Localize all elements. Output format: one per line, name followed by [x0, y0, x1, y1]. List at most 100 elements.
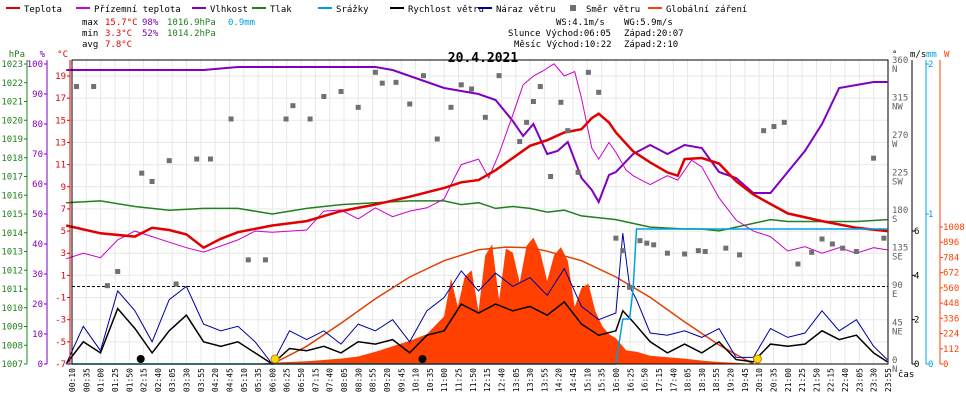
series-lines: [65, 63, 888, 365]
mm-tick-label: 1: [928, 210, 933, 220]
wind-direction-point: [620, 248, 626, 254]
x-tick-label: 20:35: [769, 368, 778, 392]
temp-axis-tick-label: 11: [55, 161, 66, 171]
x-tick-label: 06:00: [268, 368, 277, 392]
wind-direction-point: [881, 235, 887, 241]
temp-axis-tick-label: -7: [55, 360, 66, 370]
wind-direction-point: [149, 179, 155, 184]
dir-tick-dir: E: [892, 290, 897, 300]
theoretical-radiation-line: [271, 246, 754, 365]
x-tick-label: 06:25: [283, 368, 292, 392]
wind-direction-point: [104, 283, 110, 289]
wind-direction-point: [781, 119, 787, 125]
legend-label: Přízemní teplota: [94, 5, 181, 15]
wind-direction-point: [355, 104, 361, 110]
stat-row-label: avg: [82, 40, 98, 50]
legend-label: Srážky: [336, 5, 369, 15]
x-tick-label: 19:20: [727, 368, 736, 392]
x-tick-label: 09:20: [383, 368, 392, 392]
wind-direction-point: [434, 136, 440, 142]
hpa-axis-tick-label: 1018: [1, 154, 23, 164]
stat-temp: 15.7°C: [105, 18, 138, 28]
x-tick-label: 02:40: [154, 368, 163, 392]
legend-swatch: [570, 5, 576, 11]
x-tick-label: 16:50: [641, 368, 650, 392]
info-moonset: Západ:2:10: [624, 40, 678, 50]
w-tick-label: 448: [943, 299, 959, 309]
x-tick-label: 17:40: [669, 368, 678, 392]
temp-axis-tick-label: 5: [61, 227, 66, 237]
temp-axis-unit: °C: [57, 50, 68, 60]
mm-tick-label: 0: [928, 360, 933, 370]
chart-title: 20.4.2021: [448, 51, 519, 66]
wind-direction-point: [829, 241, 835, 247]
wind-direction-point: [565, 128, 571, 134]
sunset-marker: [752, 354, 762, 364]
pct-axis-tick-label: 20: [32, 300, 43, 310]
x-tick-label: 10:10: [412, 368, 421, 392]
wind-direction-point: [644, 240, 650, 246]
wind-direction-point: [469, 86, 475, 92]
hpa-axis-tick-label: 1017: [1, 173, 23, 183]
plot-frame: [71, 59, 889, 365]
wind-direction-point: [819, 236, 825, 242]
x-tick-label: 07:15: [311, 368, 320, 392]
wind-direction-point: [795, 261, 801, 267]
temp-axis-tick-label: 17: [55, 94, 66, 104]
dir-tick-label: 225: [892, 169, 908, 179]
wind-direction-point: [115, 269, 121, 274]
pct-axis-tick-label: 50: [32, 210, 43, 220]
info-sunset: Západ:20:07: [624, 29, 684, 39]
x-tick-label: 08:05: [340, 368, 349, 392]
wind-direction-point: [228, 116, 234, 122]
wind-direction-point: [651, 242, 657, 248]
w-tick-label: 896: [943, 238, 959, 248]
w-axis-unit: W: [944, 50, 950, 60]
wind-direction-point: [530, 99, 536, 104]
pct-axis-tick-label: 70: [32, 150, 43, 160]
legend-label: Rychlost větru: [408, 5, 484, 15]
ground-temperature-line: [66, 63, 888, 260]
wind-direction-point: [173, 281, 179, 287]
x-tick-label: 13:05: [512, 368, 521, 392]
hpa-axis-tick-label: 1011: [1, 285, 23, 295]
wind-direction-point: [194, 156, 200, 162]
info-wg: WG:5.9m/s: [624, 18, 673, 28]
dir-tick-label: 45: [892, 319, 903, 329]
x-tick-label: 16:00: [612, 368, 621, 392]
x-tick-label: 00:10: [68, 368, 77, 392]
x-tick-label: 21:00: [784, 368, 793, 392]
hpa-axis-tick-label: 1014: [1, 229, 23, 239]
stat-pressure: 1014.2hPa: [167, 29, 216, 39]
x-tick-label: 22:40: [841, 368, 850, 392]
mm-tick-label: 2: [928, 60, 933, 70]
pct-axis-tick-label: 90: [32, 90, 43, 100]
wind-direction-point: [664, 250, 670, 256]
hpa-axis-tick-label: 1022: [1, 79, 23, 89]
stat-row-label: min: [82, 29, 98, 39]
x-tick-label: 11:50: [469, 368, 478, 392]
x-tick-label: 02:15: [140, 368, 149, 392]
wind-direction-point: [372, 69, 378, 75]
x-tick-label: 10:35: [426, 368, 435, 392]
stat-pressure: 1016.9hPa: [167, 18, 216, 28]
legend-label: Tlak: [270, 5, 292, 15]
x-axis-label: čas: [898, 369, 914, 380]
x-tick-label: 13:55: [540, 368, 549, 392]
wind-gust-line: [65, 233, 888, 365]
info-moonrise: Měsíc Východ:10:22: [514, 40, 612, 50]
x-tick-label: 14:45: [569, 368, 578, 392]
dir-tick-dir: W: [892, 140, 898, 150]
dir-tick-label: 360: [892, 56, 908, 66]
wind-direction-point: [840, 245, 846, 251]
wind-direction-point: [517, 139, 523, 144]
wind-direction-point: [771, 124, 777, 129]
wind-speed-line: [65, 300, 888, 365]
wind-direction-point: [761, 128, 767, 134]
w-tick-label: 1008: [943, 223, 965, 233]
x-tick-label: 03:55: [197, 368, 206, 392]
wind-direction-point: [537, 84, 543, 89]
x-tick-label: 04:45: [225, 368, 234, 392]
x-tick-label: 05:35: [254, 368, 263, 392]
wind-direction-point: [393, 79, 399, 85]
